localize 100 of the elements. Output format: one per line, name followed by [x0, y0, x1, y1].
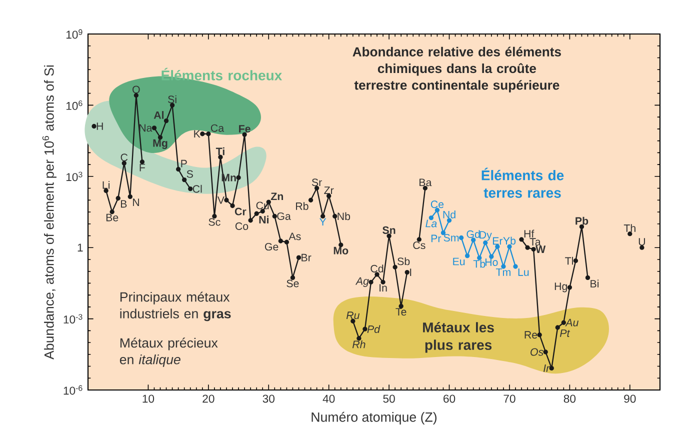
annotation: K — [194, 130, 200, 138]
annotation: Cl — [192, 184, 202, 193]
annotation: Éléments de terres rares — [482, 168, 564, 198]
annotation: Ge — [264, 242, 278, 251]
annotation: Cd — [370, 264, 384, 272]
x-tick-label: 10 — [142, 394, 154, 403]
x-tick-label: 90 — [624, 394, 636, 403]
annotation: Hf — [524, 230, 534, 238]
annotation: Gd — [466, 230, 480, 238]
annotation: As — [288, 232, 301, 240]
annotation: Sn — [382, 226, 396, 234]
annotation: Métaux les plus rares — [423, 322, 494, 353]
annotation: S — [186, 170, 193, 178]
annotation: V — [217, 196, 224, 204]
annotation: Au — [565, 318, 578, 326]
point — [464, 254, 470, 258]
annotation: U — [638, 238, 645, 246]
annotation: Hg — [554, 282, 567, 292]
annotation: Ca — [210, 124, 224, 132]
x-tick-label: 50 — [383, 394, 395, 403]
annotation: Fe — [239, 125, 250, 133]
annotation: Yb — [503, 236, 516, 245]
annotation: B — [120, 200, 127, 208]
annotation: Dy — [480, 231, 492, 241]
annotation: Ti — [216, 147, 224, 156]
annotation: N — [133, 198, 139, 206]
point — [458, 235, 464, 240]
annotation: Be — [106, 214, 118, 222]
annotation: Zr — [324, 186, 334, 194]
annotation: Sm — [444, 234, 459, 242]
annotation: Si — [168, 95, 176, 104]
point — [513, 264, 518, 269]
x-tick-label: 40 — [322, 394, 335, 403]
annotation: Y — [319, 218, 326, 226]
x-tick-label: 30 — [262, 394, 274, 403]
point — [489, 254, 494, 259]
annotation: Eu — [453, 258, 465, 266]
annotation: Mo — [334, 246, 348, 254]
y-tick-label: 10$^{9}$ — [66, 29, 82, 39]
annotation: Ho — [485, 258, 498, 266]
annotation: P — [181, 160, 187, 168]
annotation: Tl — [565, 256, 573, 265]
annotation: Ag — [355, 277, 369, 287]
annotation: Lu — [518, 268, 529, 276]
annotation: Sc — [208, 218, 220, 226]
annotation: Métaux précieux en italique — [120, 338, 218, 367]
annotation: Principaux métaux industriels en gras — [120, 292, 231, 322]
annotation: F — [140, 164, 146, 172]
annotation: Al — [154, 111, 164, 119]
annotation: Te — [396, 308, 406, 316]
annotation: Ru — [346, 312, 360, 320]
annotation: Mg — [153, 139, 168, 149]
y-tick-label: 1 — [78, 244, 83, 252]
annotation: Rb — [296, 202, 308, 210]
annotation: Pd — [367, 325, 380, 333]
annotation: Pb — [576, 216, 588, 225]
x-tick-label: 80 — [564, 394, 576, 403]
annotation: Ir — [544, 364, 550, 372]
annotation: Nb — [338, 212, 350, 220]
annotation: Rh — [352, 340, 366, 348]
annotation: Ga — [277, 212, 291, 220]
y-tick-label: 10$^{-6}$ — [64, 385, 82, 395]
y-axis-title: Abundance, atoms of element per 10$^{6}$ atoms of Si — [42, 65, 56, 360]
annotation: Sb — [398, 257, 410, 266]
annotation: I — [410, 268, 412, 276]
annotation: H — [96, 122, 103, 130]
annotation: Co — [235, 222, 248, 230]
annotation: Ba — [420, 178, 432, 186]
x-tick-label: 70 — [504, 394, 516, 403]
annotation: In — [380, 284, 387, 292]
annotation: Er — [492, 237, 503, 245]
x-axis-title: Numéro atomique (Z) — [312, 412, 436, 424]
x-tick-label: 60 — [444, 394, 456, 403]
annotation: Re — [524, 331, 538, 339]
annotation: Th — [624, 224, 636, 232]
point — [501, 264, 506, 269]
annotation: Pt — [560, 330, 570, 337]
text: Abondance relative des éléments chimiques dans la croûte terrestre continentale supérieure — [352, 46, 561, 92]
y-tick-label: 10$^{-3}$ — [64, 314, 82, 324]
annotation: Ta — [530, 238, 541, 246]
annotation: Zn — [270, 192, 284, 200]
annotation: Nd — [443, 210, 456, 218]
annotation: Na — [139, 124, 152, 132]
point — [446, 218, 452, 223]
annotation: Cr — [234, 208, 246, 216]
annotation: W — [536, 246, 546, 253]
annotation: Sr — [312, 178, 322, 186]
annotation: Os — [530, 348, 544, 356]
annotation: Li — [102, 180, 110, 189]
annotation: Tm — [496, 268, 510, 276]
annotation: Br — [302, 254, 312, 262]
x-tick-label: 20 — [202, 394, 214, 403]
annotation: La — [426, 220, 437, 228]
y-tick-label: 10$^{3}$ — [66, 172, 82, 182]
annotation: C — [120, 154, 128, 162]
annotation: O — [132, 86, 140, 94]
annotation: Cs — [413, 241, 426, 250]
annotation: Se — [286, 280, 299, 288]
annotation: Tb — [473, 260, 486, 268]
annotation: Ce — [430, 200, 444, 208]
